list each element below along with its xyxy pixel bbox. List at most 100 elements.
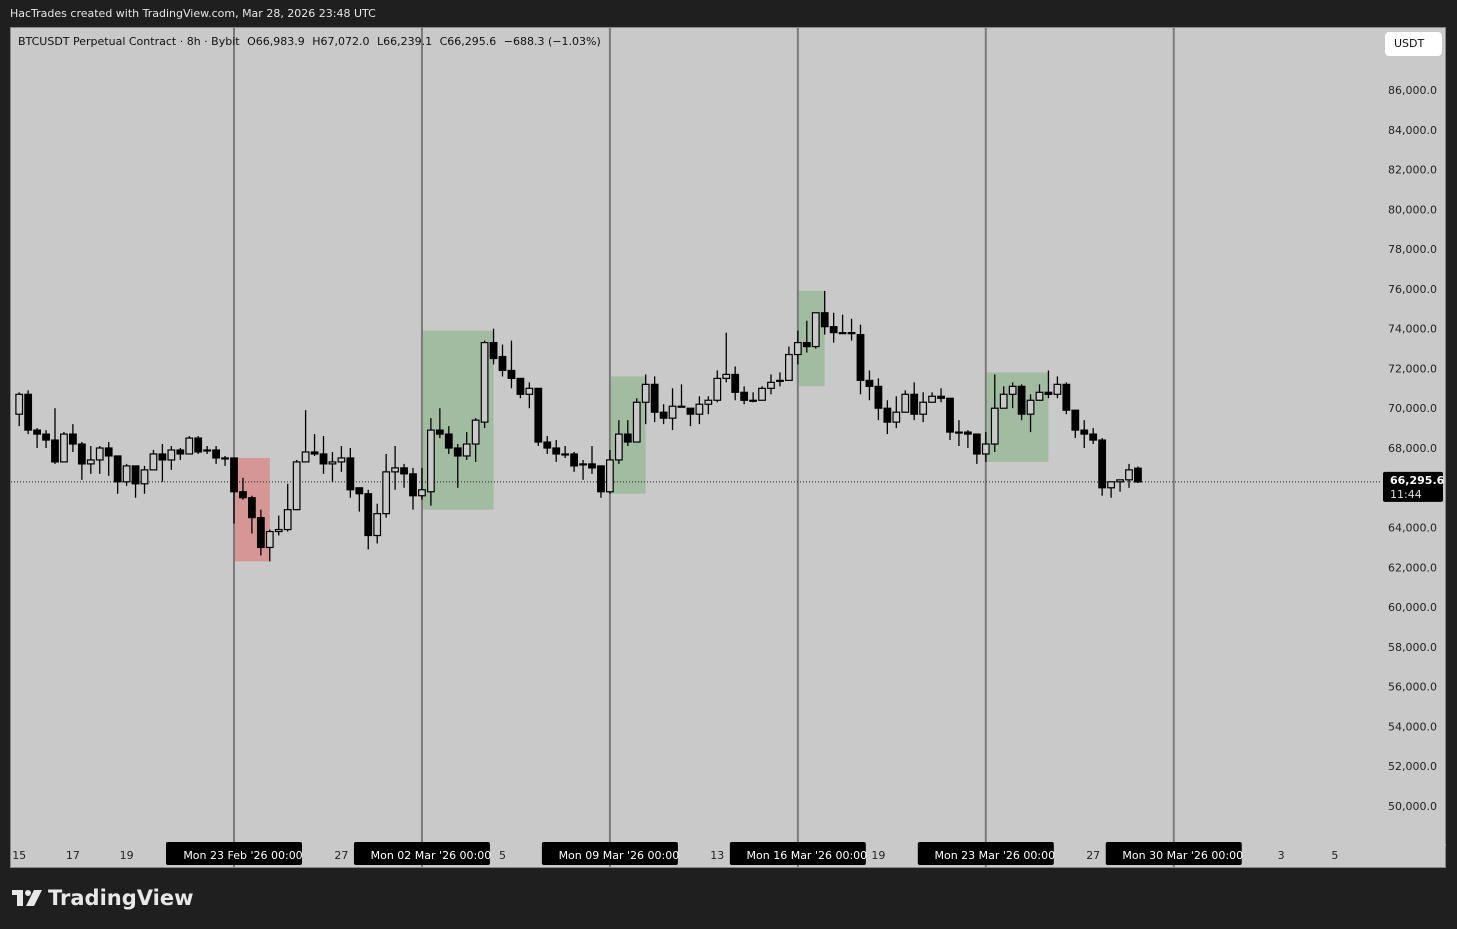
candle-body (614, 433, 623, 461)
candle (963, 430, 972, 449)
candle (776, 372, 784, 387)
candle (784, 346, 793, 381)
candle (158, 444, 167, 482)
candle (659, 404, 668, 425)
x-axis-date-label: Mon 16 Mar '26 00:00 (747, 849, 868, 862)
candle (283, 483, 292, 532)
candle-body (131, 465, 140, 485)
candle-body (60, 433, 68, 463)
y-axis-label: 80,000.0 (1388, 203, 1437, 216)
candle (95, 446, 104, 474)
candle (373, 503, 382, 544)
candle-body (453, 447, 462, 457)
candle-body (391, 467, 399, 473)
x-axis-highlight-box (729, 842, 866, 865)
x-axis-label: 19 (871, 849, 885, 862)
candle-body (1053, 383, 1062, 395)
candle (829, 312, 838, 343)
brand-name: TradingView (48, 886, 194, 910)
candle (1017, 384, 1026, 421)
chart-pane[interactable] (10, 27, 1446, 868)
candle-body (194, 437, 203, 453)
candle (140, 465, 149, 494)
x-axis-label: 3 (1278, 849, 1285, 862)
candle-body (283, 509, 292, 531)
x-axis-label: 19 (120, 849, 134, 862)
candle (686, 407, 695, 427)
y-axis-label: 76,000.0 (1388, 283, 1437, 296)
candle (418, 467, 426, 500)
candle-body (301, 451, 310, 463)
candle-body (51, 439, 59, 463)
candle (274, 515, 283, 536)
candle (248, 495, 256, 534)
candle-body (95, 447, 104, 461)
candle-body (1098, 439, 1107, 489)
candle-body (534, 387, 543, 443)
candle-body (838, 332, 847, 335)
candle (221, 455, 229, 466)
candle (355, 487, 364, 512)
candle-body (319, 453, 328, 465)
candle-body (373, 513, 382, 537)
candle-body (1116, 479, 1124, 483)
y-axis-label: 58,000.0 (1388, 641, 1437, 654)
candle-body (418, 489, 426, 497)
candle (33, 428, 41, 449)
candle (928, 392, 936, 403)
candle (1053, 376, 1062, 399)
candle-body (158, 453, 167, 461)
candle (24, 390, 33, 435)
candle-body (68, 433, 77, 445)
candle-body (695, 403, 704, 415)
candle (588, 446, 596, 474)
candle (695, 396, 704, 425)
x-axis-highlight-box (166, 842, 302, 865)
y-axis-label: 82,000.0 (1388, 164, 1437, 177)
candle-body (919, 401, 928, 415)
currency-button[interactable]: USDT (1385, 32, 1442, 56)
candle-body (480, 341, 489, 423)
candle-body (1044, 391, 1053, 395)
candle (131, 465, 140, 498)
x-axis-label: 13 (710, 849, 724, 862)
candle-body (33, 429, 41, 435)
candle-body (659, 411, 668, 419)
candle (552, 440, 561, 462)
candle-body (883, 407, 892, 423)
candle-body (999, 393, 1008, 409)
candle (749, 392, 757, 403)
candle-body (274, 528, 283, 533)
candle (892, 396, 901, 429)
candle (391, 446, 399, 490)
candle (1098, 438, 1107, 496)
candle (722, 332, 731, 383)
candle-body (86, 459, 95, 465)
candle (113, 455, 122, 494)
candle (767, 374, 775, 395)
candle-body (239, 491, 247, 499)
candle-body (856, 334, 865, 381)
candle (597, 465, 605, 498)
candle-body (955, 431, 963, 434)
candle-body (346, 457, 355, 491)
candle (811, 312, 820, 349)
candle-body (113, 455, 122, 483)
candle-body (1125, 469, 1133, 481)
candle (292, 459, 301, 511)
candle-body (462, 443, 471, 457)
candle-body (802, 341, 811, 348)
candle (42, 430, 50, 449)
candle (543, 436, 552, 454)
candle-body (248, 497, 256, 519)
candle (570, 451, 578, 472)
candle (239, 477, 247, 500)
candle (310, 434, 319, 456)
candle (856, 324, 865, 395)
candle (901, 390, 910, 413)
candle (480, 340, 489, 429)
candle-body (677, 405, 686, 408)
symbol-title[interactable]: BTCUSDT Perpetual Contract · 8h · Bybit (18, 35, 240, 48)
candle-body (829, 326, 838, 334)
candle (230, 457, 238, 524)
